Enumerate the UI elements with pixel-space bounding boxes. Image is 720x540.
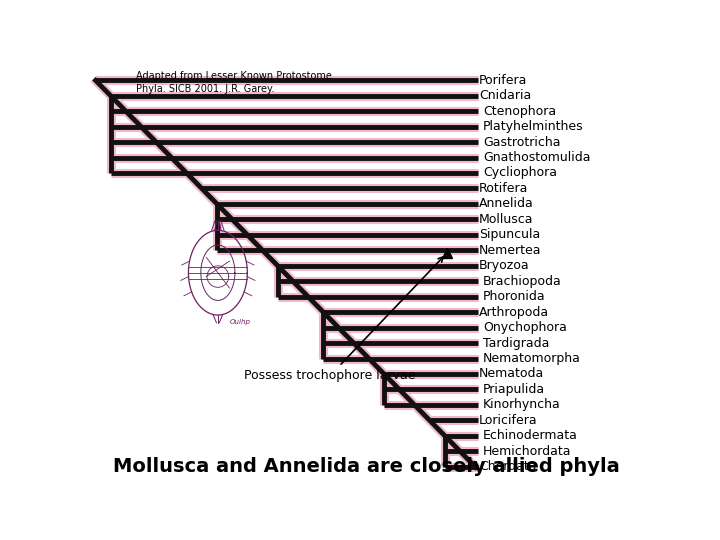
Text: Rotifera: Rotifera	[479, 182, 528, 195]
Text: Kinorhyncha: Kinorhyncha	[483, 399, 561, 411]
Text: Nematoda: Nematoda	[479, 368, 544, 381]
Text: Sipuncula: Sipuncula	[479, 228, 540, 241]
Text: Platyhelminthes: Platyhelminthes	[483, 120, 583, 133]
Text: Chordata: Chordata	[479, 460, 536, 473]
Text: Echinodermata: Echinodermata	[483, 429, 577, 442]
Text: Annelida: Annelida	[479, 198, 534, 211]
Text: Arthropoda: Arthropoda	[479, 306, 549, 319]
Text: Brachiopoda: Brachiopoda	[483, 275, 562, 288]
Text: Possess trochophore larvae: Possess trochophore larvae	[245, 257, 444, 382]
Text: Loricifera: Loricifera	[479, 414, 538, 427]
Text: Onychophora: Onychophora	[483, 321, 567, 334]
Text: Hemichordata: Hemichordata	[483, 445, 572, 458]
Text: Gastrotricha: Gastrotricha	[483, 136, 560, 148]
Text: Cnidaria: Cnidaria	[479, 89, 531, 102]
Text: Nematomorpha: Nematomorpha	[483, 352, 581, 365]
Text: Phoronida: Phoronida	[483, 290, 546, 303]
Text: Oulhp: Oulhp	[230, 319, 251, 325]
Text: Ctenophora: Ctenophora	[483, 105, 556, 118]
Text: Adapted from Lesser Known Protostome
Phyla. SICB 2001. J.R. Garey.: Adapted from Lesser Known Protostome Phy…	[137, 71, 333, 94]
Text: Cycliophora: Cycliophora	[483, 166, 557, 179]
Text: Nemertea: Nemertea	[479, 244, 541, 257]
Text: Gnathostomulida: Gnathostomulida	[483, 151, 590, 164]
Text: Porifera: Porifera	[479, 73, 528, 87]
Text: Mollusca and Annelida are closely allied phyla: Mollusca and Annelida are closely allied…	[113, 457, 620, 476]
Text: Bryozoa: Bryozoa	[479, 259, 530, 272]
Text: Priapulida: Priapulida	[483, 383, 545, 396]
Text: Mollusca: Mollusca	[479, 213, 534, 226]
Text: Tardigrada: Tardigrada	[483, 336, 549, 349]
